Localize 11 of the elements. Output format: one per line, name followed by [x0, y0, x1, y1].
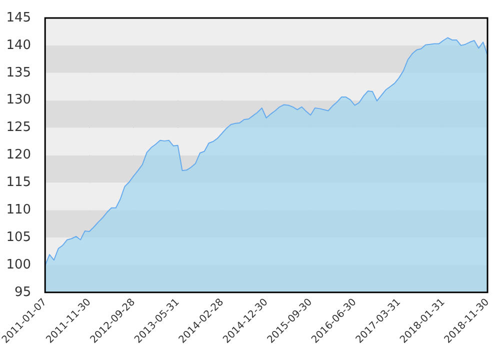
y-tick-label: 95: [14, 284, 32, 300]
y-tick-label: 120: [6, 148, 32, 163]
y-tick-label: 115: [6, 175, 32, 190]
y-tick-label: 130: [6, 92, 32, 108]
y-tick-label: 140: [6, 38, 32, 53]
y-tick-label: 135: [6, 65, 32, 80]
y-tick-label: 105: [6, 230, 32, 245]
y-tick-label: 125: [6, 120, 32, 136]
y-tick-label: 110: [6, 202, 32, 218]
y-tick-label: 100: [6, 257, 32, 272]
y-tick-label: 145: [6, 10, 32, 26]
